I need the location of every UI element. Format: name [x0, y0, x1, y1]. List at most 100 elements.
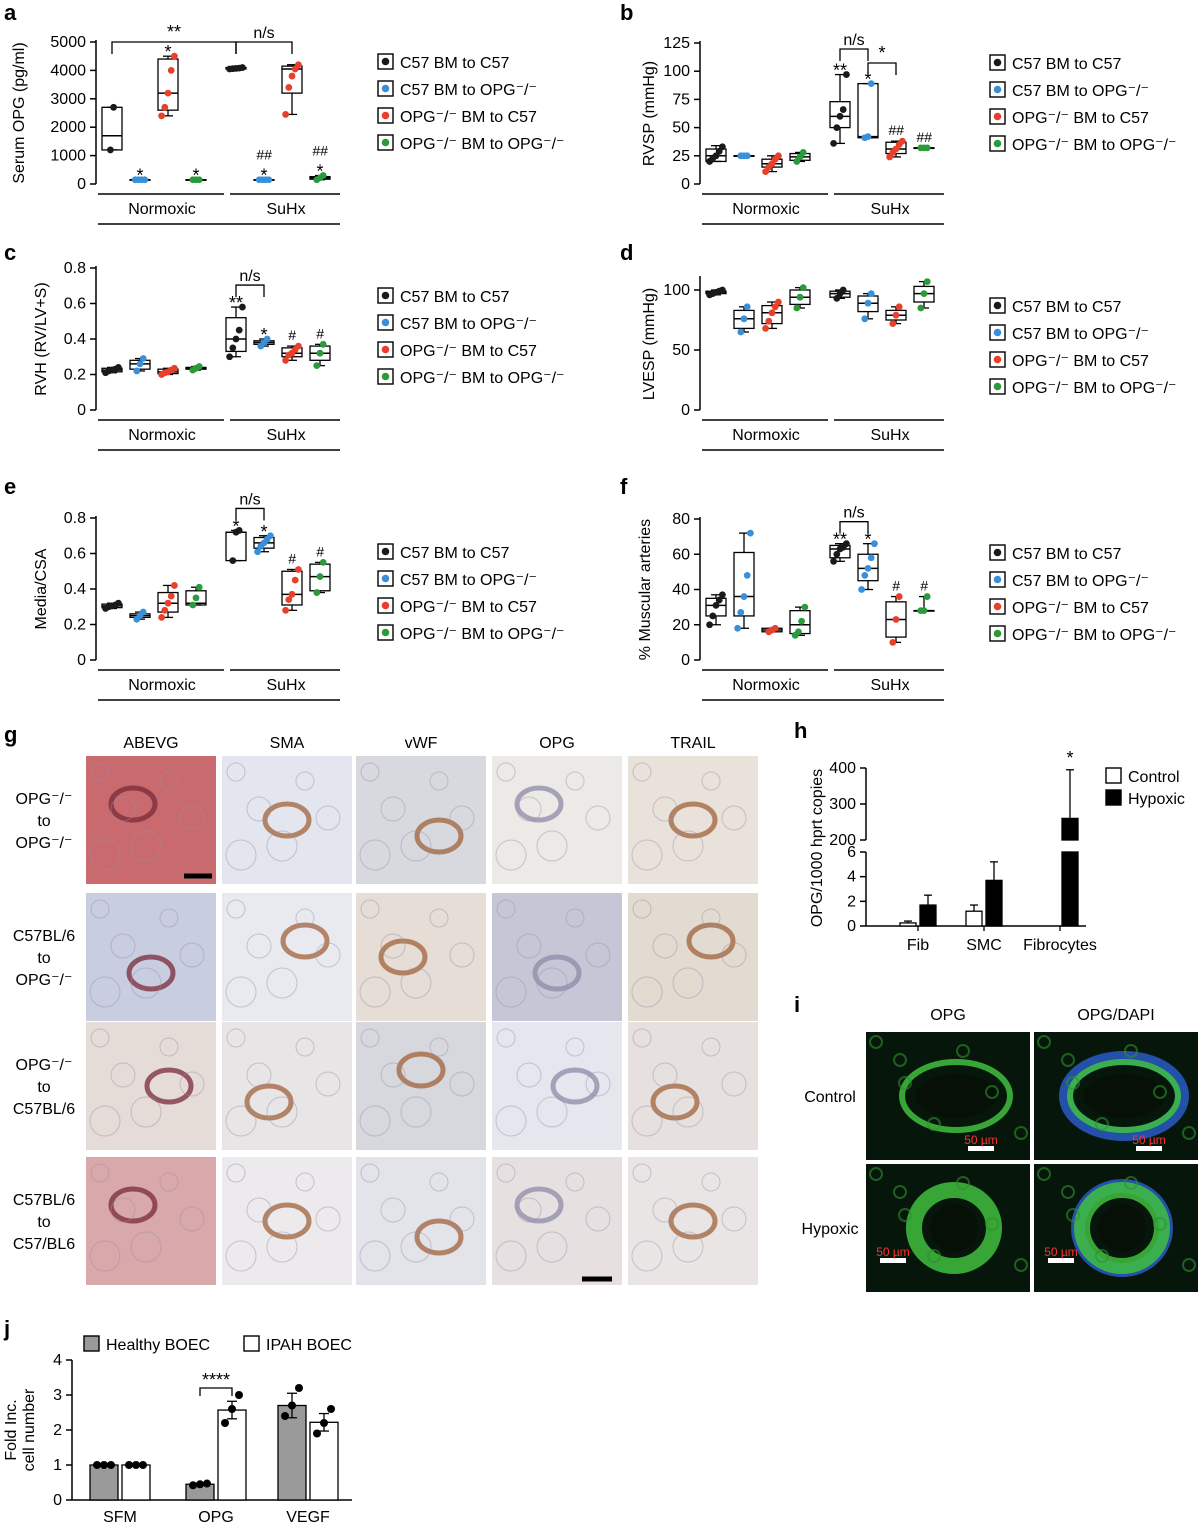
- condition-label: Normoxic: [128, 677, 196, 694]
- data-point: [867, 554, 875, 562]
- data-point: [107, 1461, 115, 1469]
- alveolar-texture: [159, 1037, 179, 1057]
- scale-bar-label: 50 µm: [1044, 1245, 1078, 1259]
- micrograph-background: [492, 1157, 622, 1285]
- micrograph-background: [86, 756, 216, 884]
- micrograph-background: [86, 1157, 216, 1285]
- tissue-texture: [1124, 1176, 1138, 1190]
- alveolar-texture: [295, 1037, 315, 1057]
- micrograph: [492, 893, 622, 1021]
- alveolar-texture: [632, 899, 652, 919]
- legend-marker: [381, 291, 390, 300]
- box-black: [705, 286, 727, 299]
- data-point: [229, 557, 237, 564]
- data-point: [195, 583, 203, 591]
- legend-label: Control: [1128, 769, 1180, 786]
- legend-marker: [993, 328, 1002, 337]
- alveolar-texture: [225, 1240, 257, 1272]
- alveolar-texture: [90, 1163, 110, 1183]
- tissue-texture: [985, 1085, 999, 1099]
- alveolar-texture: [380, 1062, 406, 1088]
- data-point: [263, 335, 271, 343]
- alveolar-texture: [295, 771, 315, 791]
- alveolar-texture: [631, 839, 663, 871]
- data-point: [833, 295, 841, 302]
- data-point: [799, 284, 807, 291]
- alveolar-texture: [632, 1163, 652, 1183]
- star-annotation: *: [260, 325, 267, 345]
- y-axis-label: OPG/1000 hprt copies: [809, 769, 826, 927]
- dapi-ring: [1059, 1051, 1189, 1141]
- data-point: [226, 353, 234, 361]
- x-tick-label: Fibrocytes: [1023, 937, 1097, 954]
- alveolar-texture: [226, 1028, 246, 1048]
- micrograph-background: [356, 756, 486, 884]
- vessel-structure: [514, 785, 564, 823]
- significance-bracket: n/s: [235, 491, 265, 521]
- legend-swatch: [989, 378, 1006, 395]
- panel-g-histology-grid: g ABEVG SMA vWF OPG TRAIL OPG⁻/⁻ to OPG⁻/⁻ C57BL/…: [4, 722, 758, 1285]
- data-point: [771, 303, 779, 311]
- alveolar-texture: [652, 1062, 678, 1088]
- alveolar-texture: [449, 1071, 475, 1097]
- alveolar-texture: [90, 899, 110, 919]
- data-point: [775, 298, 782, 306]
- data-point: [327, 1405, 335, 1413]
- box: [225, 317, 247, 353]
- alveolar-texture: [315, 1071, 341, 1097]
- data-point: [892, 616, 900, 623]
- bracket-line: [235, 284, 265, 298]
- box-green: [789, 149, 811, 165]
- tissue-texture: [1095, 1249, 1109, 1263]
- x-tick-label: Fib: [907, 937, 929, 954]
- legend-marker: [381, 372, 390, 381]
- legend-label: C57 BM to OPG⁻/⁻: [400, 82, 537, 99]
- data-point: [737, 609, 745, 616]
- legend-marker: [993, 382, 1002, 391]
- legend-label: OPG⁻/⁻ BM to C57: [400, 109, 537, 126]
- alveolar-texture: [179, 1206, 205, 1232]
- opg-signal-ring: [899, 1059, 1013, 1133]
- box-red: [885, 303, 907, 327]
- legend-label: C57 BM to C57: [1012, 546, 1121, 563]
- legend-swatch: [989, 108, 1006, 125]
- legend-marker: [381, 318, 390, 327]
- legend-swatch: [83, 1335, 100, 1352]
- vessel-structure: [378, 938, 428, 976]
- box: [281, 347, 303, 358]
- alveolar-texture: [585, 805, 611, 831]
- legend-marker: [993, 139, 1002, 148]
- fluorescence-image: 50 µm: [866, 1032, 1030, 1160]
- y-tick-label: 4000: [50, 62, 86, 79]
- box-black: [101, 364, 123, 377]
- data-point: [867, 290, 875, 297]
- micrograph-background: [628, 893, 758, 1021]
- data-point: [867, 80, 875, 88]
- data-point: [139, 1461, 147, 1469]
- tissue-texture: [1014, 1258, 1028, 1272]
- box: [309, 563, 331, 592]
- legend-swatch: [989, 598, 1006, 615]
- alveolar-texture: [721, 805, 747, 831]
- micrograph-background: [222, 1022, 352, 1150]
- alveolar-texture: [495, 1105, 527, 1137]
- alveolar-texture: [672, 1096, 704, 1128]
- legend-label: OPG⁻/⁻ BM to C57: [1012, 600, 1149, 617]
- panel-a: a 0 1000 2000 3000 4000 5000 Serum OPG (pg/ml) N…: [4, 0, 564, 225]
- alveolar-texture: [359, 839, 391, 871]
- box-red: [761, 298, 783, 332]
- y-tick-label: 2000: [50, 119, 86, 136]
- legend-swatch: [377, 107, 394, 124]
- y-tick-label: 50: [672, 120, 690, 137]
- vessel-structure: [144, 1067, 194, 1105]
- data-point: [765, 317, 773, 325]
- data-point: [743, 152, 751, 160]
- micrograph: [492, 1022, 622, 1150]
- legend-swatch: [989, 297, 1006, 314]
- y-tick-label: 0: [681, 652, 690, 669]
- box-red: [761, 624, 783, 636]
- data-point: [239, 64, 246, 71]
- panel-letter: j: [3, 1316, 10, 1341]
- data-point: [709, 612, 717, 620]
